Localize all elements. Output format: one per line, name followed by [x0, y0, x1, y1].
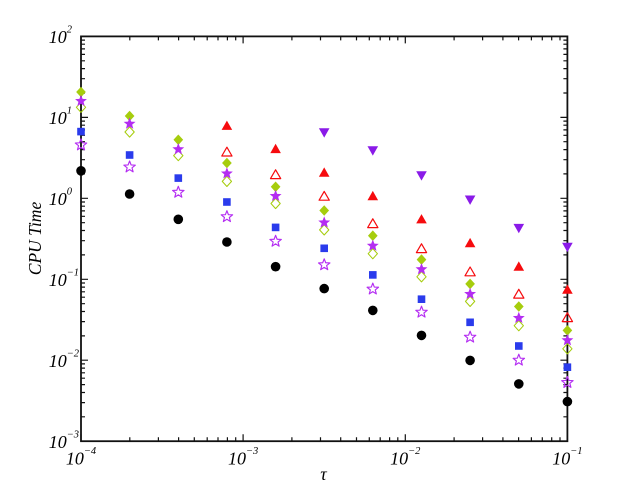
svg-text:100: 100: [49, 186, 73, 209]
svg-text:101: 101: [49, 105, 72, 128]
svg-text:102: 102: [49, 25, 73, 48]
svg-text:τ: τ: [320, 464, 327, 484]
svg-text:CPU Time: CPU Time: [25, 202, 45, 276]
